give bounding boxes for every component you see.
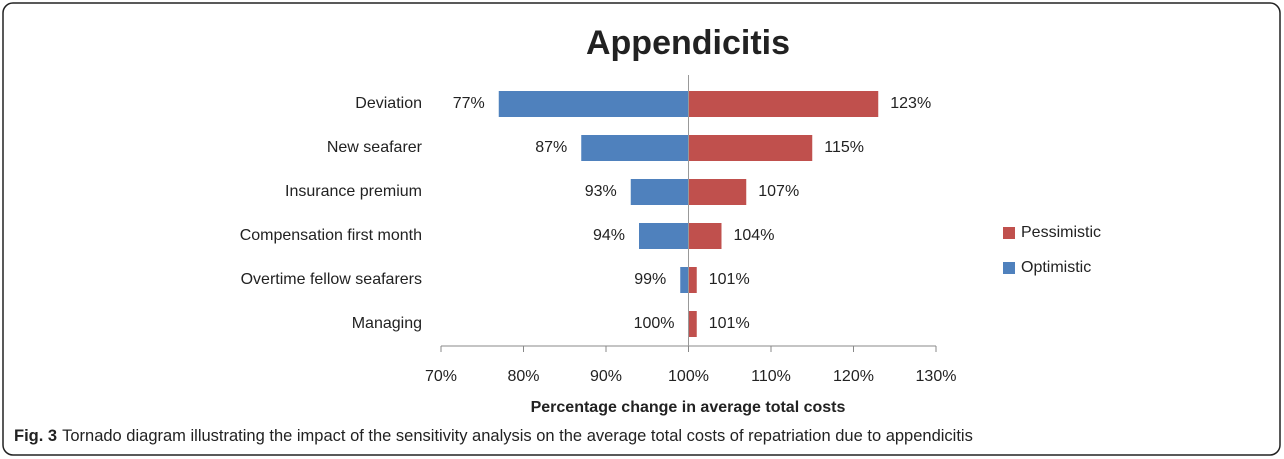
data-label: 99%: [634, 271, 666, 288]
data-label: 100%: [634, 315, 675, 332]
category-label: Insurance premium: [285, 183, 422, 200]
x-tick-label: 100%: [668, 368, 709, 385]
data-label: 77%: [453, 95, 485, 112]
category-label: Overtime fellow seafarers: [241, 271, 422, 288]
bar: [688, 267, 697, 293]
data-label: 87%: [535, 139, 567, 156]
data-label: 123%: [890, 95, 931, 112]
bar: [688, 135, 813, 161]
category-label: Deviation: [355, 95, 422, 112]
legend-label: Optimistic: [1021, 259, 1091, 276]
caption: Fig. 3 Tornado diagram illustrating the i…: [14, 427, 973, 445]
x-tick-label: 70%: [425, 368, 457, 385]
data-label: 101%: [709, 315, 750, 332]
x-tick-label: 80%: [507, 368, 539, 385]
data-label: 104%: [734, 227, 775, 244]
chart-title: Appendicitis: [586, 24, 790, 62]
bar: [680, 267, 689, 293]
category-label: Managing: [352, 315, 422, 332]
bar: [581, 135, 689, 161]
legend-swatch: [1003, 262, 1015, 274]
data-label: 94%: [593, 227, 625, 244]
category-label: Compensation first month: [240, 227, 422, 244]
bar: [688, 91, 879, 117]
data-label: 115%: [824, 139, 864, 156]
caption-text: Tornado diagram illustrating the impact …: [62, 427, 973, 445]
x-tick-label: 130%: [916, 368, 957, 385]
legend-swatch: [1003, 227, 1015, 239]
bar: [688, 223, 722, 249]
bar: [688, 311, 697, 337]
bar: [639, 223, 689, 249]
data-label: 93%: [585, 183, 617, 200]
x-tick-label: 120%: [833, 368, 874, 385]
legend-label: Pessimistic: [1021, 224, 1101, 241]
bar: [630, 179, 689, 205]
data-label: 101%: [709, 271, 750, 288]
bar: [498, 91, 689, 117]
category-label: New seafarer: [327, 139, 423, 156]
data-label: 107%: [758, 183, 799, 200]
x-tick-label: 90%: [590, 368, 622, 385]
caption-label: Fig. 3: [14, 427, 57, 445]
bar: [688, 179, 747, 205]
x-tick-label: 110%: [751, 368, 791, 385]
x-axis-label: Percentage change in average total costs: [531, 399, 846, 416]
